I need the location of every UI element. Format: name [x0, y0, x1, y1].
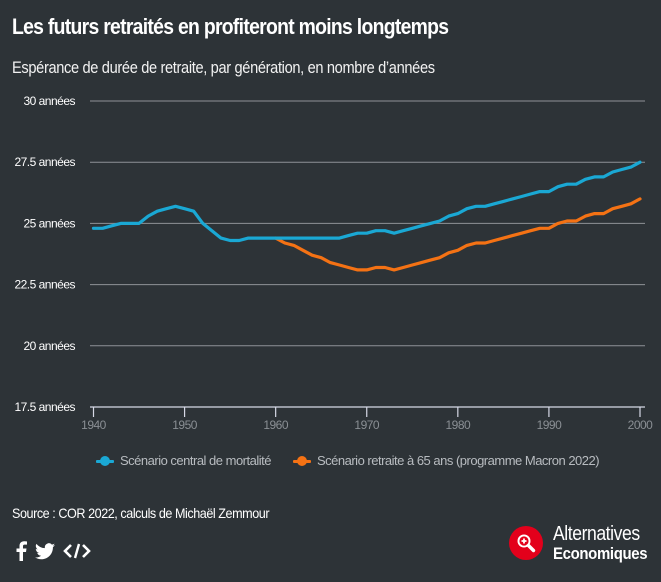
legend-item-macron[interactable]: Scénario retraite à 65 ans (programme Ma…	[292, 453, 600, 468]
facebook-icon[interactable]	[15, 540, 27, 562]
x-tick-label: 1970	[354, 418, 380, 432]
share-bar	[15, 540, 91, 562]
series-group	[91, 160, 642, 272]
legend-label: Scénario retraite à 65 ans (programme Ma…	[316, 453, 600, 468]
y-tick-label: 20 années	[23, 339, 75, 353]
grid-lines	[90, 100, 645, 347]
x-tick-label: 1960	[263, 418, 289, 432]
series-line-macron[interactable]	[274, 197, 642, 272]
line-chart: 17.5 années 20 années 22.5 années 25 années…	[14, 94, 654, 432]
x-tick-label: 1980	[445, 418, 471, 432]
y-axis: 17.5 années 20 années 22.5 années 25 années…	[14, 94, 76, 414]
x-tick-label: 1940	[81, 418, 107, 432]
chart-legend: Scénario central de mortalité Scénario r…	[96, 453, 600, 468]
alternatives-economiques-logo[interactable]: Alternatives Economiques	[509, 524, 660, 562]
legend-item-central[interactable]: Scénario central de mortalité	[96, 453, 271, 468]
legend-marker-icon	[292, 455, 311, 466]
y-tick-label: 30 années	[23, 94, 75, 108]
magnifier-plus-icon	[509, 526, 543, 560]
legend-label: Scénario central de mortalité	[120, 453, 271, 468]
embed-code-icon[interactable]	[63, 540, 91, 562]
source-note: Source : COR 2022, calculs de Michaël Ze…	[12, 505, 270, 521]
twitter-icon[interactable]	[35, 540, 55, 562]
x-tick-label: 1950	[172, 418, 198, 432]
legend-marker-icon	[96, 455, 114, 466]
y-tick-label: 17.5 années	[14, 400, 75, 414]
x-tick-label: 1990	[537, 418, 563, 432]
y-tick-label: 27.5 années	[14, 155, 75, 169]
series-line-central[interactable]	[91, 160, 642, 243]
y-tick-label: 22.5 années	[14, 278, 75, 292]
chart-subtitle: Espérance de durée de retraite, par géné…	[12, 58, 435, 77]
x-tick-label: 2000	[628, 418, 654, 432]
x-axis: 1940 1950 1960 1970 1980 1990 2000	[81, 406, 654, 432]
logo-text-line2: Economiques	[553, 544, 648, 563]
logo-text-line1: Alternatives	[553, 523, 640, 545]
chart-title: Les futurs retraités en profiteront moin…	[12, 14, 449, 39]
y-tick-label: 25 années	[23, 216, 75, 230]
